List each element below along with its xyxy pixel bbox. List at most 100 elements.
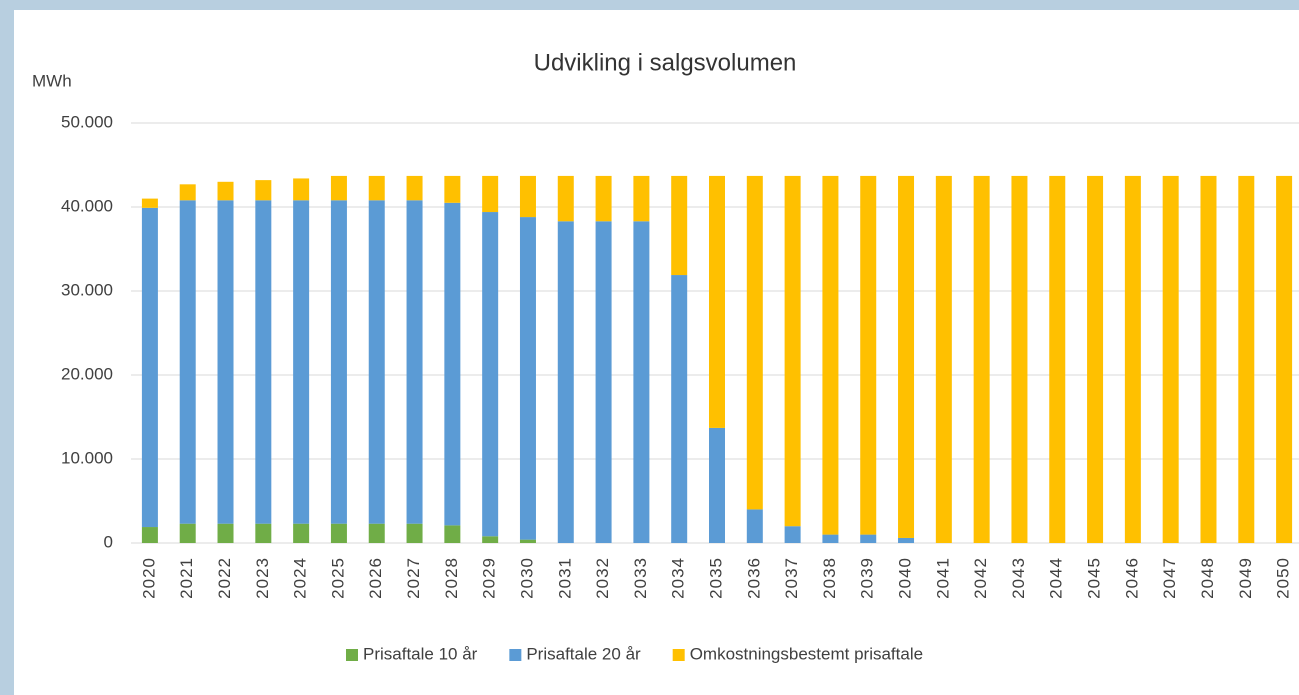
bar-segment [217,200,234,524]
bar-segment [633,221,650,543]
x-tick-label: 2023 [253,557,272,599]
x-tick-label: 2034 [669,557,688,599]
bar-segment [1011,175,1028,544]
x-tick-label: 2044 [1047,557,1066,599]
bar-segment [217,181,234,201]
bar-segment [898,175,915,538]
x-tick-label: 2048 [1198,557,1217,599]
bar-segment [406,175,423,201]
bar-segment [1238,175,1255,544]
bar-segment [330,523,347,543]
bar-segment [746,509,763,543]
bar-segment [935,175,952,544]
x-tick-label: 2046 [1122,557,1141,599]
bar-segment [179,523,196,543]
bar-segment [255,200,272,524]
x-tick-label: 2024 [291,557,310,599]
x-tick-label: 2030 [517,557,536,599]
y-axis-label: MWh [32,71,72,90]
x-tick-label: 2026 [366,557,385,599]
bar-segment [293,523,310,543]
x-tick-label: 2022 [215,557,234,599]
bar-segment [368,175,385,201]
bar-segment [595,221,612,543]
legend-label: Omkostningsbestemt prisaftale [690,644,923,663]
x-tick-label: 2035 [706,557,725,599]
y-tick-label: 40.000 [61,196,113,215]
x-tick-label: 2036 [744,557,763,599]
bar-segment [557,221,574,543]
y-tick-label: 30.000 [61,280,113,299]
bar-segment [141,198,158,208]
bar-segment [330,200,347,524]
bar-segment [709,427,725,543]
x-tick-label: 2020 [139,557,158,599]
legend-swatch [509,649,522,661]
chart-area [14,10,1299,695]
x-tick-label: 2032 [593,557,612,599]
bar-segment [368,200,385,524]
bar-segment [973,175,990,544]
x-tick-label: 2042 [971,557,990,599]
bar-segment [822,534,839,543]
bar-segment [406,523,423,543]
bar-segment [368,523,385,543]
chart-title: Udvikling i salgsvolumen [534,49,797,76]
bar-segment [141,207,158,528]
x-tick-label: 2031 [555,557,574,599]
bar-segment [141,527,158,543]
x-tick-label: 2047 [1160,557,1179,599]
bar-segment [482,212,499,537]
bar-segment [519,539,536,543]
x-tick-label: 2041 [933,557,952,599]
legend-label: Prisaftale 20 år [526,644,641,663]
x-tick-label: 2049 [1236,557,1255,599]
bar-segment [784,175,801,527]
legend-label: Prisaftale 10 år [363,644,478,663]
bar-segment [179,184,196,201]
bar-segment [255,523,272,543]
bar-segment [1200,175,1217,544]
bar-segment [898,537,915,543]
y-tick-label: 20.000 [61,364,113,383]
bar-segment [1049,175,1066,544]
x-tick-label: 2037 [782,557,801,599]
bar-segment [482,175,499,213]
x-tick-label: 2040 [896,557,915,599]
bar-segment [671,275,688,543]
x-tick-label: 2027 [404,557,423,599]
bar-segment [217,523,234,543]
bar-segment [1087,175,1104,544]
bar-segment [1162,175,1179,544]
bar-segment [444,175,461,203]
x-tick-label: 2021 [177,557,196,599]
y-tick-label: 50.000 [61,112,113,131]
bar-segment [519,175,536,218]
legend-swatch [346,649,358,661]
x-tick-label: 2050 [1274,557,1293,599]
bar-segment [746,175,763,510]
bar-segment [671,175,688,276]
x-tick-label: 2029 [480,557,499,599]
bar-segment [406,200,423,524]
bar-segment [255,180,272,201]
x-tick-label: 2045 [1085,557,1104,599]
bar-segment [330,175,347,201]
bar-segment [860,534,877,543]
bar-segment [1124,175,1141,544]
bar-segment [293,200,310,524]
bar-segment [709,175,725,428]
legend-swatch [672,649,685,661]
bar-segment [179,200,196,524]
bar-segment [482,536,499,543]
bar-segment [633,175,650,222]
x-tick-label: 2038 [820,557,839,599]
bar-segment [595,175,612,222]
bar-segment [1276,175,1293,544]
bar-segment [860,175,877,535]
y-tick-label: 0 [104,532,113,551]
bar-segment [444,202,461,526]
x-tick-label: 2043 [1009,557,1028,599]
